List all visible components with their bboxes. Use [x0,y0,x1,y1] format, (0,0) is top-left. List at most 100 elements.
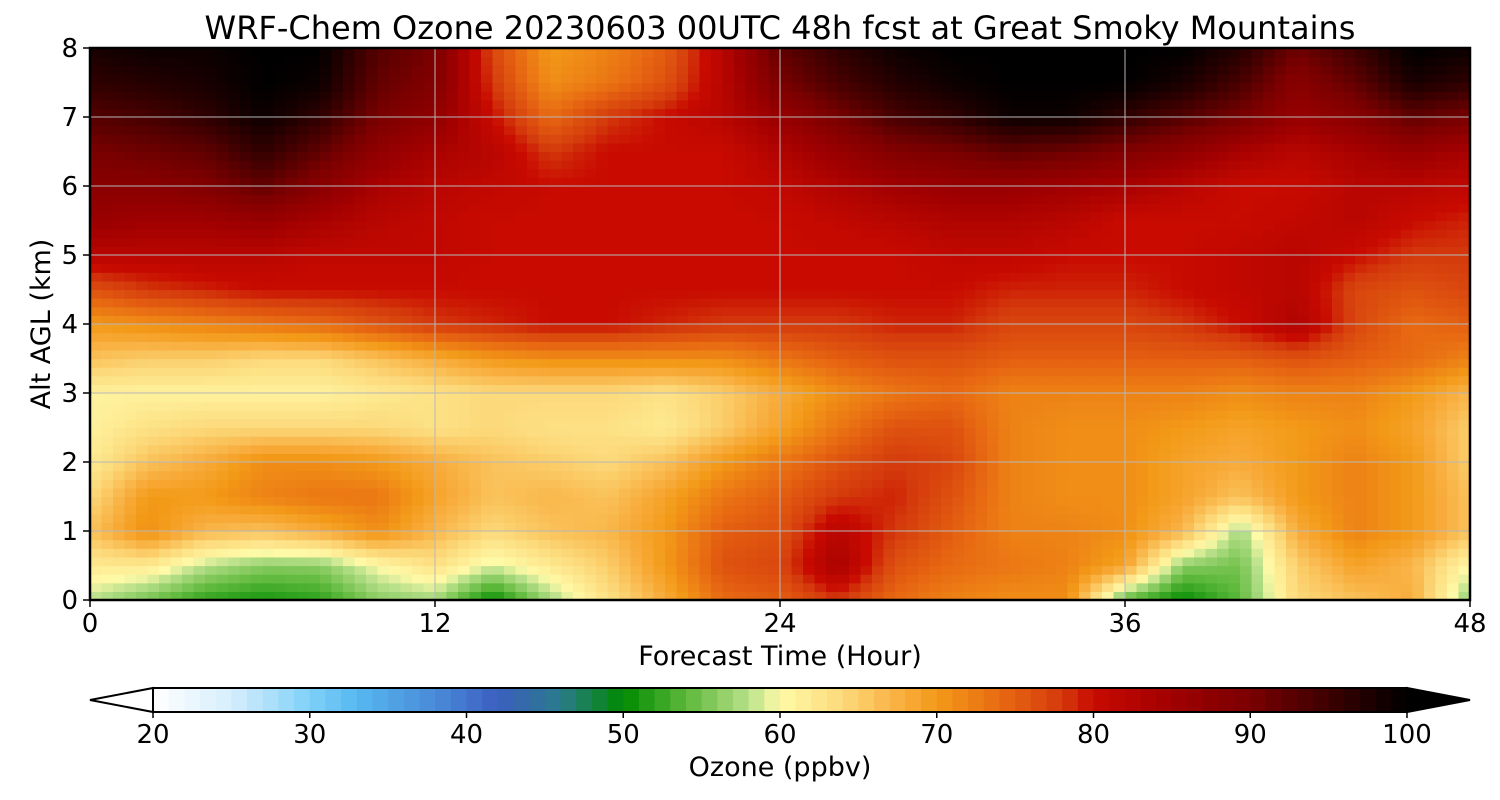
heatmap-cell [1194,496,1207,506]
heatmap-cell [722,548,735,558]
heatmap-cell [1228,436,1241,446]
heatmap-cell [1217,436,1230,446]
heatmap-cell [159,289,172,299]
heatmap-cell [251,349,264,360]
heatmap-cell [975,591,988,600]
heatmap-cell [331,358,344,368]
heatmap-cell [423,462,436,472]
heatmap-cell [159,263,172,273]
heatmap-cell [389,280,402,291]
heatmap-cell [837,479,850,489]
heatmap-cell [101,487,114,498]
heatmap-cell [343,263,356,273]
heatmap-cell [331,582,344,592]
heatmap-cell [1274,349,1287,360]
heatmap-cell [1274,306,1287,316]
heatmap-cell [837,487,850,498]
heatmap-cell [1274,341,1287,351]
heatmap-cell [1458,306,1470,316]
heatmap-cell [665,487,678,498]
heatmap-cell [1171,272,1184,282]
heatmap-cell [653,358,666,368]
heatmap-cell [136,427,149,437]
heatmap-cell [377,237,390,247]
heatmap-cell [1447,349,1460,360]
heatmap-cell [101,548,114,558]
heatmap-cell [596,298,609,308]
heatmap-cell [1378,427,1391,437]
heatmap-cell [561,358,574,368]
heatmap-cell [975,548,988,558]
heatmap-cell [665,582,678,592]
heatmap-cell [515,574,528,584]
heatmap-cell [285,436,298,446]
heatmap-cell [849,298,862,308]
heatmap-cell [1286,591,1299,600]
heatmap-cell [975,539,988,549]
heatmap-cell [182,375,195,385]
heatmap-cell [1113,263,1126,273]
heatmap-cell [504,324,517,334]
heatmap-cell [274,375,287,385]
heatmap-cell [1274,539,1287,549]
heatmap-cell [987,548,1000,558]
heatmap-cell [228,539,241,549]
heatmap-cell [837,358,850,368]
heatmap-cell [642,565,655,575]
heatmap-cell [676,487,689,498]
heatmap-cell [1412,479,1425,489]
heatmap-cell [872,539,885,549]
heatmap-cell [768,263,781,273]
heatmap-cell [653,591,666,600]
heatmap-cell [883,487,896,498]
heatmap-cell [515,548,528,558]
heatmap-cell [711,384,724,394]
heatmap-cell [1320,393,1333,403]
heatmap-cell [872,246,885,256]
heatmap-cell [469,436,482,446]
heatmap-cell [170,531,183,541]
heatmap-cell [1343,315,1356,325]
heatmap-cell [527,306,540,316]
heatmap-cell [1286,513,1299,523]
heatmap-cell [354,367,367,377]
heatmap-cell [285,401,298,411]
heatmap-cell [665,556,678,567]
heatmap-cell [113,298,126,308]
heatmap-cell [642,505,655,515]
heatmap-cell [446,427,459,437]
heatmap-cell [849,272,862,282]
heatmap-cell [193,582,206,592]
heatmap-cell [573,324,586,334]
heatmap-cell [1217,470,1230,480]
heatmap-cell [860,513,873,523]
heatmap-cell [400,470,413,480]
heatmap-cell [895,349,908,360]
heatmap-cell [262,591,275,600]
heatmap-cell [1458,410,1470,420]
heatmap-cell [757,332,770,342]
heatmap-cell [101,591,114,600]
heatmap-cell [159,582,172,592]
heatmap-cell [596,375,609,385]
heatmap-cell [136,444,149,454]
heatmap-cell [964,539,977,549]
heatmap-cell [780,324,793,334]
heatmap-cell [1309,574,1322,584]
heatmap-cell [469,574,482,584]
heatmap-cell [803,280,816,291]
heatmap-cell [331,332,344,342]
heatmap-cell [1010,255,1023,265]
heatmap-cell [1217,496,1230,506]
heatmap-cell [584,444,597,454]
heatmap-cell [251,384,264,394]
heatmap-cell [826,479,839,489]
heatmap-cell [216,582,229,592]
heatmap-cell [1171,522,1184,532]
heatmap-cell [205,522,218,532]
heatmap-cell [895,505,908,515]
heatmap-cell [147,436,160,446]
heatmap-cell [1056,393,1069,403]
heatmap-cell [1458,280,1470,291]
heatmap-cell [492,427,505,437]
